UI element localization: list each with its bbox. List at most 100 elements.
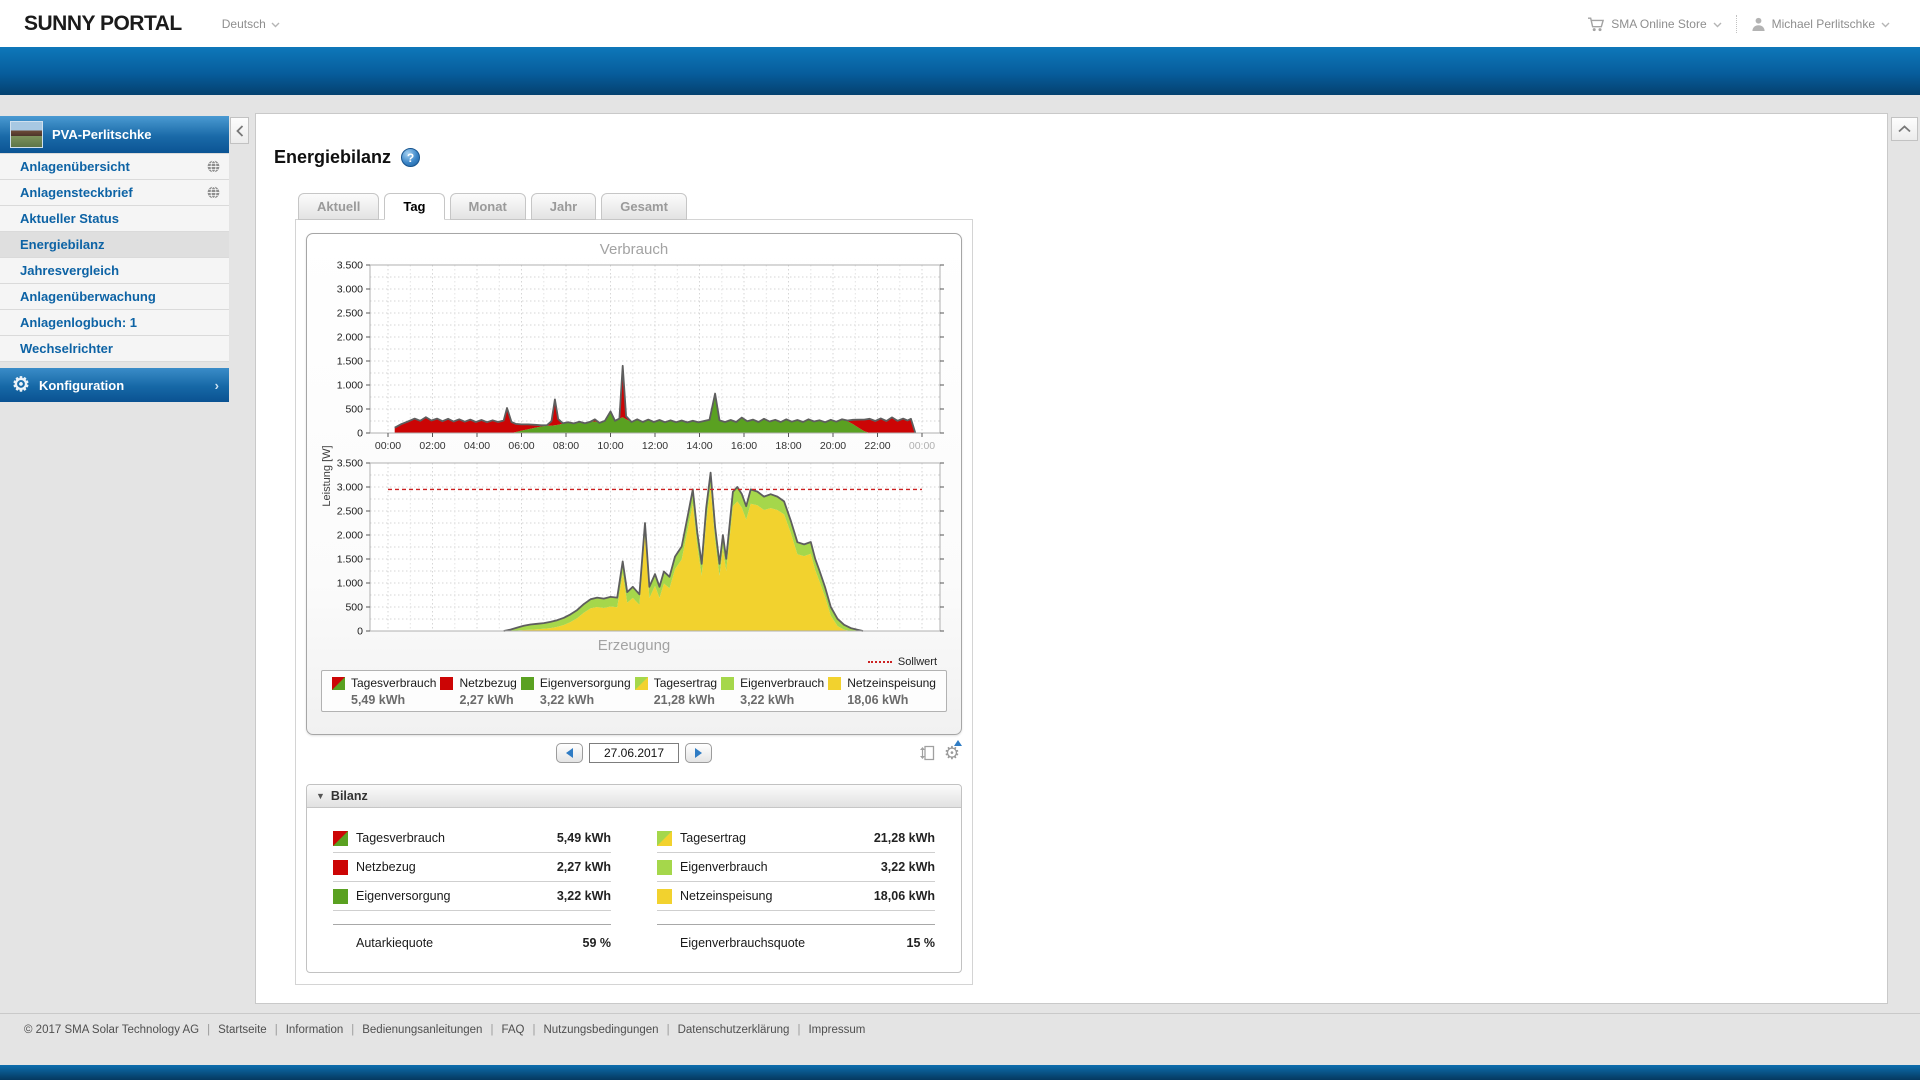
quote-label: Eigenverbrauchsquote	[680, 936, 907, 950]
config-label: Konfiguration	[39, 378, 124, 393]
legend-value: 21,28 kWh	[654, 693, 717, 707]
legend-value: 2,27 kWh	[459, 693, 516, 707]
energy-chart-panel: Verbrauch 05001.0001.5002.0002.5003.0003…	[306, 233, 962, 735]
user-icon	[1751, 16, 1766, 32]
legend-color-chip	[332, 677, 345, 690]
footer-link-nutzungsbedingungen[interactable]: Nutzungsbedingungen	[543, 1024, 658, 1036]
legend-label: Eigenversorgung	[540, 676, 631, 690]
footer-link-faq[interactable]: FAQ	[501, 1024, 524, 1036]
collapse-header-button[interactable]	[1891, 117, 1918, 141]
language-dropdown[interactable]: Deutsch	[222, 17, 280, 31]
tab-monat[interactable]: Monat	[450, 193, 526, 220]
settings-arrow-icon	[954, 740, 962, 746]
arrow-left-icon	[566, 748, 573, 758]
balance-label: Eigenversorgung	[356, 889, 549, 903]
tab-jahr[interactable]: Jahr	[531, 193, 596, 220]
sidebar-item-anlagenlogbuch-1[interactable]: Anlagenlogbuch: 1	[0, 309, 229, 335]
date-input[interactable]	[589, 743, 679, 763]
balance-color-chip	[333, 831, 348, 846]
public-globe-icon	[207, 186, 220, 199]
footer-separator: |	[199, 1024, 218, 1036]
main-content-panel: Energiebilanz ? AktuellTagMonatJahrGesam…	[255, 113, 1888, 1004]
legend-color-chip	[828, 677, 841, 690]
sidebar-item-label: Energiebilanz	[20, 237, 105, 252]
consumption-chart-title: Verbrauch	[307, 234, 961, 259]
legend-value: 18,06 kWh	[847, 693, 936, 707]
balance-value: 21,28 kWh	[874, 831, 935, 845]
legend-label: Netzeinspeisung	[847, 676, 936, 690]
chart-legend: Tagesverbrauch 5,49 kWh Netzbezug2,27 kWh E…	[321, 670, 947, 712]
balance-label: Netzeinspeisung	[680, 889, 866, 903]
tab-tag[interactable]: Tag	[384, 193, 444, 220]
sidebar-item-anlagensteckbrief[interactable]: Anlagensteckbrief	[0, 179, 229, 205]
svg-text:10:00: 10:00	[597, 440, 623, 452]
blue-banner	[0, 47, 1920, 95]
sidebar-item-aktueller-status[interactable]: Aktueller Status	[0, 205, 229, 231]
balance-row-tagesertrag: Tagesertrag21,28 kWh	[657, 824, 935, 853]
online-store-label: SMA Online Store	[1611, 17, 1706, 31]
generation-chart-title: Erzeugung	[307, 637, 961, 655]
sidebar-item-anlagenubersicht[interactable]: Anlagenübersicht	[0, 153, 229, 179]
svg-text:14:00: 14:00	[686, 440, 712, 452]
footer: © 2017 SMA Solar Technology AG|Startseit…	[24, 1024, 865, 1036]
legend-value: 5,49 kWh	[351, 693, 436, 707]
legend-label: Tagesertrag	[654, 676, 717, 690]
svg-text:3.500: 3.500	[337, 458, 363, 470]
online-store-menu[interactable]: SMA Online Store	[1587, 16, 1721, 32]
chart-settings-icon[interactable]: ⚙	[944, 744, 960, 762]
footer-link-bedienungsanleitungen[interactable]: Bedienungsanleitungen	[362, 1024, 482, 1036]
footer-link-information[interactable]: Information	[286, 1024, 344, 1036]
chevron-up-icon	[1898, 125, 1911, 133]
footer-separator: |	[267, 1024, 286, 1036]
svg-text:500: 500	[345, 602, 363, 614]
sidebar-item-energiebilanz[interactable]: Energiebilanz	[0, 231, 229, 257]
user-name-label: Michael Perlitschke	[1772, 17, 1875, 31]
footer-separator: |	[343, 1024, 362, 1036]
sidebar-item-anlagenuberwachung[interactable]: Anlagenüberwachung	[0, 283, 229, 309]
report-export-icon[interactable]	[919, 745, 935, 761]
svg-text:20:00: 20:00	[820, 440, 846, 452]
sidebar-item-jahresvergleich[interactable]: Jahresvergleich	[0, 257, 229, 283]
plant-header[interactable]: PVA-Perlitschke	[0, 116, 229, 153]
help-icon[interactable]: ?	[401, 148, 420, 167]
top-bar: SUNNY PORTAL Deutsch SMA Online Store Mi…	[0, 0, 1920, 47]
user-menu[interactable]: Michael Perlitschke	[1751, 16, 1890, 32]
footer-link-datenschutzerklarung[interactable]: Datenschutzerklärung	[678, 1024, 790, 1036]
sidebar-item-label: Aktueller Status	[20, 211, 119, 226]
legend-entry-netzbezug: Netzbezug2,27 kWh	[440, 676, 516, 707]
sidebar-item-wechselrichter[interactable]: Wechselrichter	[0, 335, 229, 361]
balance-right-column: Tagesertrag21,28 kWhEigenverbrauch3,22 k…	[657, 824, 935, 950]
arrow-right-icon	[695, 748, 702, 758]
footer-separator: |	[482, 1024, 501, 1036]
balance-color-chip	[657, 889, 672, 904]
legend-label: Tagesverbrauch	[351, 676, 436, 690]
sidebar-menu: AnlagenübersichtAnlagensteckbrief Aktuell…	[0, 153, 229, 362]
legend-value: 3,22 kWh	[540, 693, 631, 707]
balance-panel-header[interactable]: ▼ Bilanz	[307, 785, 961, 808]
date-navigation: ⚙	[306, 743, 962, 769]
public-globe-icon	[207, 160, 220, 173]
sidebar-item-label: Anlagenlogbuch: 1	[20, 315, 137, 330]
legend-color-chip	[721, 677, 734, 690]
generation-chart: 05001.0001.5002.0002.5003.0003.500	[307, 457, 961, 637]
next-day-button[interactable]	[685, 743, 712, 763]
legend-entry-tagesertrag: Tagesertrag 21,28 kWh	[635, 676, 717, 707]
footer-link-startseite[interactable]: Startseite	[218, 1024, 267, 1036]
chevron-down-icon	[271, 17, 280, 31]
chevron-down-icon	[1881, 17, 1890, 31]
balance-value: 3,22 kWh	[557, 889, 611, 903]
balance-quote-eigenverbrauchsquote: Eigenverbrauchsquote15 %	[657, 925, 935, 950]
sidebar-item-konfiguration[interactable]: ⚙ Konfiguration ›	[0, 368, 229, 402]
svg-text:1.500: 1.500	[337, 554, 363, 566]
balance-label: Netzbezug	[356, 860, 549, 874]
balance-row-eigenversorgung: Eigenversorgung 3,22 kWh	[333, 882, 611, 911]
legend-color-chip	[521, 677, 534, 690]
svg-text:0: 0	[357, 428, 363, 440]
svg-text:3.500: 3.500	[337, 260, 363, 272]
balance-value: 18,06 kWh	[874, 889, 935, 903]
tab-aktuell[interactable]: Aktuell	[298, 193, 379, 220]
tab-gesamt[interactable]: Gesamt	[601, 193, 687, 220]
previous-day-button[interactable]	[556, 743, 583, 763]
footer-link-impressum[interactable]: Impressum	[808, 1024, 865, 1036]
collapse-sidebar-button[interactable]	[230, 117, 249, 144]
